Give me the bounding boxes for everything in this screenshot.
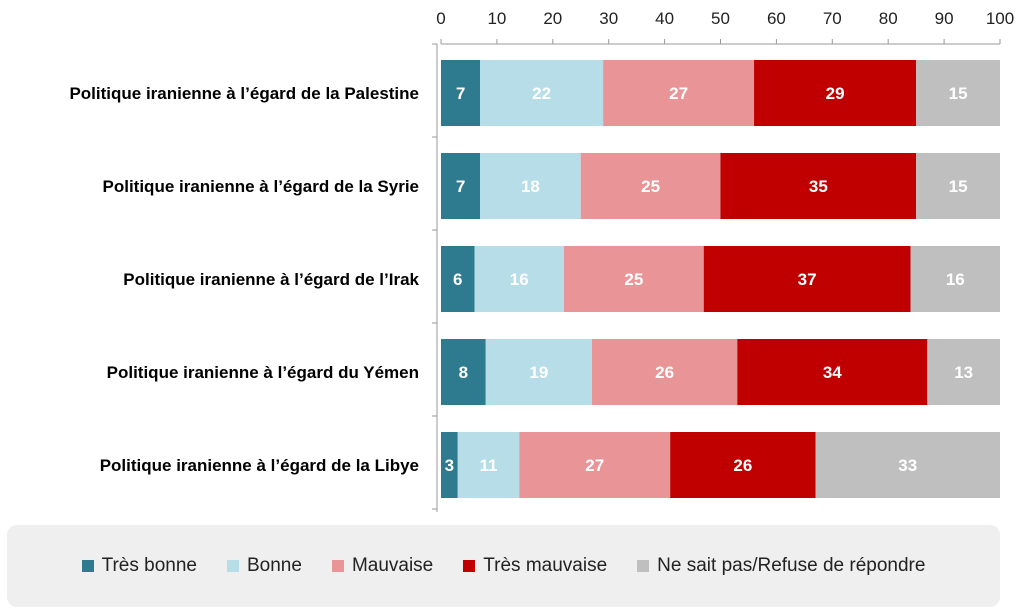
bar-segment [815, 432, 1000, 498]
bar-value-label: 27 [585, 456, 604, 475]
bar-segment [485, 339, 592, 405]
x-axis: 0 10 20 30 40 50 60 70 80 90 100 [436, 9, 1014, 45]
x-tick-label: 20 [543, 9, 562, 28]
bar-value-label: 25 [624, 270, 643, 289]
x-tick-label: 30 [599, 9, 618, 28]
bar-segment [720, 153, 917, 219]
legend-label: Très mauvaise [483, 555, 608, 576]
bars: 7 22 27 29 15 7 18 25 35 15 6 16 25 37 16 8 19 26 34 13 3 11 2… [441, 60, 1000, 498]
legend-item: Très mauvaise [463, 555, 607, 577]
bar-segment [603, 60, 755, 126]
legend-swatch [637, 560, 650, 572]
legend-item: Ne sait pas/Refuse de répondre [637, 555, 925, 577]
bar-value-label: 8 [459, 363, 468, 382]
legend-swatch [226, 560, 239, 572]
bar-value-label: 11 [480, 456, 498, 475]
bar-value-label: 29 [826, 84, 845, 103]
bar-segment [441, 246, 475, 312]
bar-value-label: 3 [445, 456, 454, 475]
bar-segment [910, 246, 1000, 312]
bar-value-label: 37 [798, 270, 817, 289]
bar-value-label: 18 [521, 177, 540, 196]
bar-segment [480, 153, 581, 219]
bar-value-label: 16 [510, 270, 529, 289]
legend-label: Bonne [246, 555, 302, 576]
bar-value-label: 27 [669, 84, 688, 103]
category-axis: Politique iranienne à l’égard de la Pale… [69, 43, 438, 512]
bar-value-label: 25 [641, 177, 660, 196]
bar-segment [441, 60, 481, 126]
bar-value-label: 35 [809, 177, 828, 196]
bar-value-label: 26 [655, 363, 674, 382]
x-tick-label: 0 [436, 9, 445, 28]
category-label: Politique iranienne à l’égard de la Syri… [103, 177, 420, 196]
bar-segment [441, 153, 481, 219]
x-tick-label: 70 [823, 9, 842, 28]
legend-item: Très bonne [81, 555, 197, 577]
x-tick-label: 50 [711, 9, 730, 28]
bar-value-label: 7 [456, 177, 465, 196]
bar-segment [441, 432, 458, 498]
legend-swatch [81, 560, 94, 572]
bar-value-label: 19 [529, 363, 548, 382]
x-tick-label: 90 [935, 9, 954, 28]
bar-segment [457, 432, 520, 498]
bar-segment [519, 432, 671, 498]
legend-label: Ne sait pas/Refuse de répondre [657, 555, 926, 576]
bar-value-label: 7 [456, 84, 465, 103]
bar-value-label: 26 [733, 456, 752, 475]
bar-segment [563, 246, 704, 312]
bar-value-label: 15 [949, 84, 968, 103]
bar-value-label: 13 [954, 363, 973, 382]
legend-swatch [463, 560, 476, 572]
legend-swatch [331, 560, 344, 572]
bar-segment [474, 246, 564, 312]
bar-segment [737, 339, 928, 405]
x-tick-label: 100 [986, 9, 1014, 28]
bar-segment [591, 339, 738, 405]
x-tick-label: 40 [655, 9, 674, 28]
legend-label: Très bonne [101, 555, 197, 576]
x-tick-label: 60 [767, 9, 786, 28]
stacked-bar-chart: 0 10 20 30 40 50 60 70 80 90 100 Politique iranien… [69, 9, 1014, 512]
bar-value-label: 16 [946, 270, 965, 289]
bar-segment [703, 246, 911, 312]
legend: Très bonne Bonne Mauvaise Très mauvaise Ne s… [7, 525, 1000, 607]
bar-value-label: 22 [532, 84, 551, 103]
bar-segment [916, 153, 1000, 219]
bar-segment [754, 60, 917, 126]
x-tick-label: 10 [487, 9, 506, 28]
category-label: Politique iranienne à l’égard de la Liby… [100, 456, 419, 475]
bar-segment [916, 60, 1000, 126]
bar-segment [580, 153, 721, 219]
legend-item: Bonne [226, 555, 302, 577]
category-label: Politique iranienne à l’égard du Yémen [107, 363, 419, 382]
bar-segment [480, 60, 604, 126]
bar-segment [927, 339, 1000, 405]
bar-segment [670, 432, 816, 498]
category-label: Politique iranienne à l’égard de la Pale… [69, 84, 419, 103]
bar-value-label: 34 [823, 363, 842, 382]
legend-label: Mauvaise [351, 555, 434, 576]
bar-value-label: 33 [898, 456, 917, 475]
bar-value-label: 15 [949, 177, 968, 196]
bar-segment [441, 339, 486, 405]
category-label: Politique iranienne à l’égard de l’Irak [123, 270, 419, 289]
legend-item: Mauvaise [331, 555, 434, 577]
bar-value-label: 6 [453, 270, 462, 289]
x-tick-label: 80 [879, 9, 898, 28]
